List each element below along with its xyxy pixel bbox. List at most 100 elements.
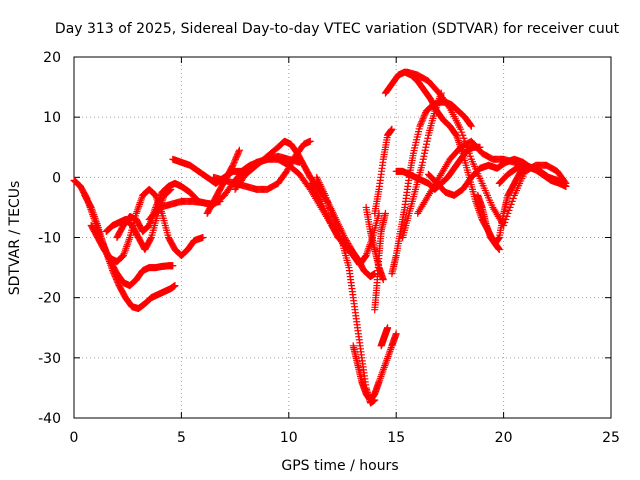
y-tick-label: -20 [38, 291, 61, 307]
data-point [156, 193, 164, 201]
data-point [421, 146, 429, 154]
y-tick-label: 10 [43, 110, 61, 126]
data-point [506, 203, 514, 211]
data-point [290, 155, 298, 163]
data-point [417, 119, 425, 127]
data-point [341, 234, 349, 241]
data-point [157, 191, 165, 199]
data-point [235, 148, 243, 156]
data-point [232, 155, 240, 163]
y-tick-label: 0 [52, 170, 61, 186]
data-point [284, 164, 292, 172]
series-arc-17 [377, 324, 392, 350]
data-point [419, 158, 427, 166]
x-tick-label: 0 [70, 430, 79, 446]
data-point [424, 134, 432, 142]
y-axis-label: SDTVAR / TECUs [7, 181, 23, 296]
x-axis-label: GPS time / hours [281, 458, 398, 474]
x-tick-labels: 0 5 10 15 20 25 [70, 430, 620, 446]
series-arc-21 [392, 143, 484, 193]
data-point [466, 152, 474, 160]
data-point [419, 155, 427, 163]
series-arc-10 [231, 137, 383, 269]
data-point [416, 122, 424, 130]
data-point [503, 212, 511, 220]
data-point [420, 152, 428, 160]
data-point [283, 167, 291, 175]
data-point [230, 160, 238, 168]
series-arc-3 [87, 185, 207, 266]
data-point [287, 160, 295, 168]
data-point [235, 146, 243, 154]
data-point [418, 116, 426, 124]
series-arc-16 [371, 209, 389, 314]
data-point [437, 89, 445, 97]
data-point [420, 112, 428, 120]
data-point [422, 140, 430, 148]
series-arc-9 [210, 137, 314, 193]
series-arc-26 [495, 161, 570, 190]
data-point [155, 196, 163, 204]
data-point [233, 151, 241, 159]
data-point [381, 209, 389, 217]
data-point [418, 161, 426, 169]
series-arc-12 [313, 173, 379, 407]
x-tick-label: 10 [280, 430, 298, 446]
data-point [234, 149, 242, 157]
data-point [467, 121, 475, 129]
data-point [169, 262, 177, 270]
data-point [199, 234, 207, 241]
data-point [421, 110, 429, 118]
data-marks [70, 68, 570, 407]
data-point [171, 282, 179, 290]
data-point [229, 161, 237, 169]
data-point [459, 131, 467, 139]
data-point [509, 194, 517, 202]
data-point [154, 199, 162, 207]
series-arc-25 [474, 164, 531, 248]
data-point [230, 158, 238, 166]
data-point [418, 118, 426, 126]
series-arc-22 [399, 89, 445, 241]
chart-title: Day 313 of 2025, Sidereal Day-to-day VTE… [55, 21, 620, 37]
data-point [289, 157, 297, 165]
data-point [419, 115, 427, 123]
data-point [384, 324, 392, 332]
data-point [154, 197, 162, 205]
data-point [502, 215, 510, 223]
x-tick-label: 20 [495, 430, 513, 446]
data-point [285, 163, 293, 171]
data-point [87, 202, 95, 210]
series-arc-15 [371, 125, 396, 217]
data-point [231, 157, 239, 165]
data-point [420, 113, 428, 121]
data-point [388, 125, 396, 133]
y-tick-labels: -40 -30 -20 -10 0 10 20 [38, 50, 61, 427]
y-tick-label: 20 [43, 50, 61, 66]
data-point [421, 149, 429, 157]
data-point [233, 152, 241, 160]
y-tick-label: -40 [38, 411, 61, 427]
data-point [460, 134, 468, 142]
data-point [423, 137, 431, 145]
y-tick-label: -30 [38, 351, 61, 367]
data-point [457, 125, 465, 133]
data-point [232, 154, 240, 162]
data-point [306, 137, 314, 145]
series-arc-13 [349, 330, 400, 404]
data-point [422, 143, 430, 151]
data-point [155, 194, 163, 202]
x-tick-label: 5 [177, 430, 186, 446]
data-point [495, 246, 503, 254]
data-point [379, 276, 387, 284]
y-tick-label: -10 [38, 231, 61, 247]
axis-ticks [73, 56, 612, 419]
data-point [508, 197, 516, 205]
x-tick-label: 15 [387, 430, 405, 446]
data-point [562, 182, 570, 190]
data-point [284, 166, 292, 174]
data-point [505, 206, 513, 214]
data-point [286, 161, 294, 169]
data-point [467, 122, 475, 130]
data-point [458, 128, 466, 136]
